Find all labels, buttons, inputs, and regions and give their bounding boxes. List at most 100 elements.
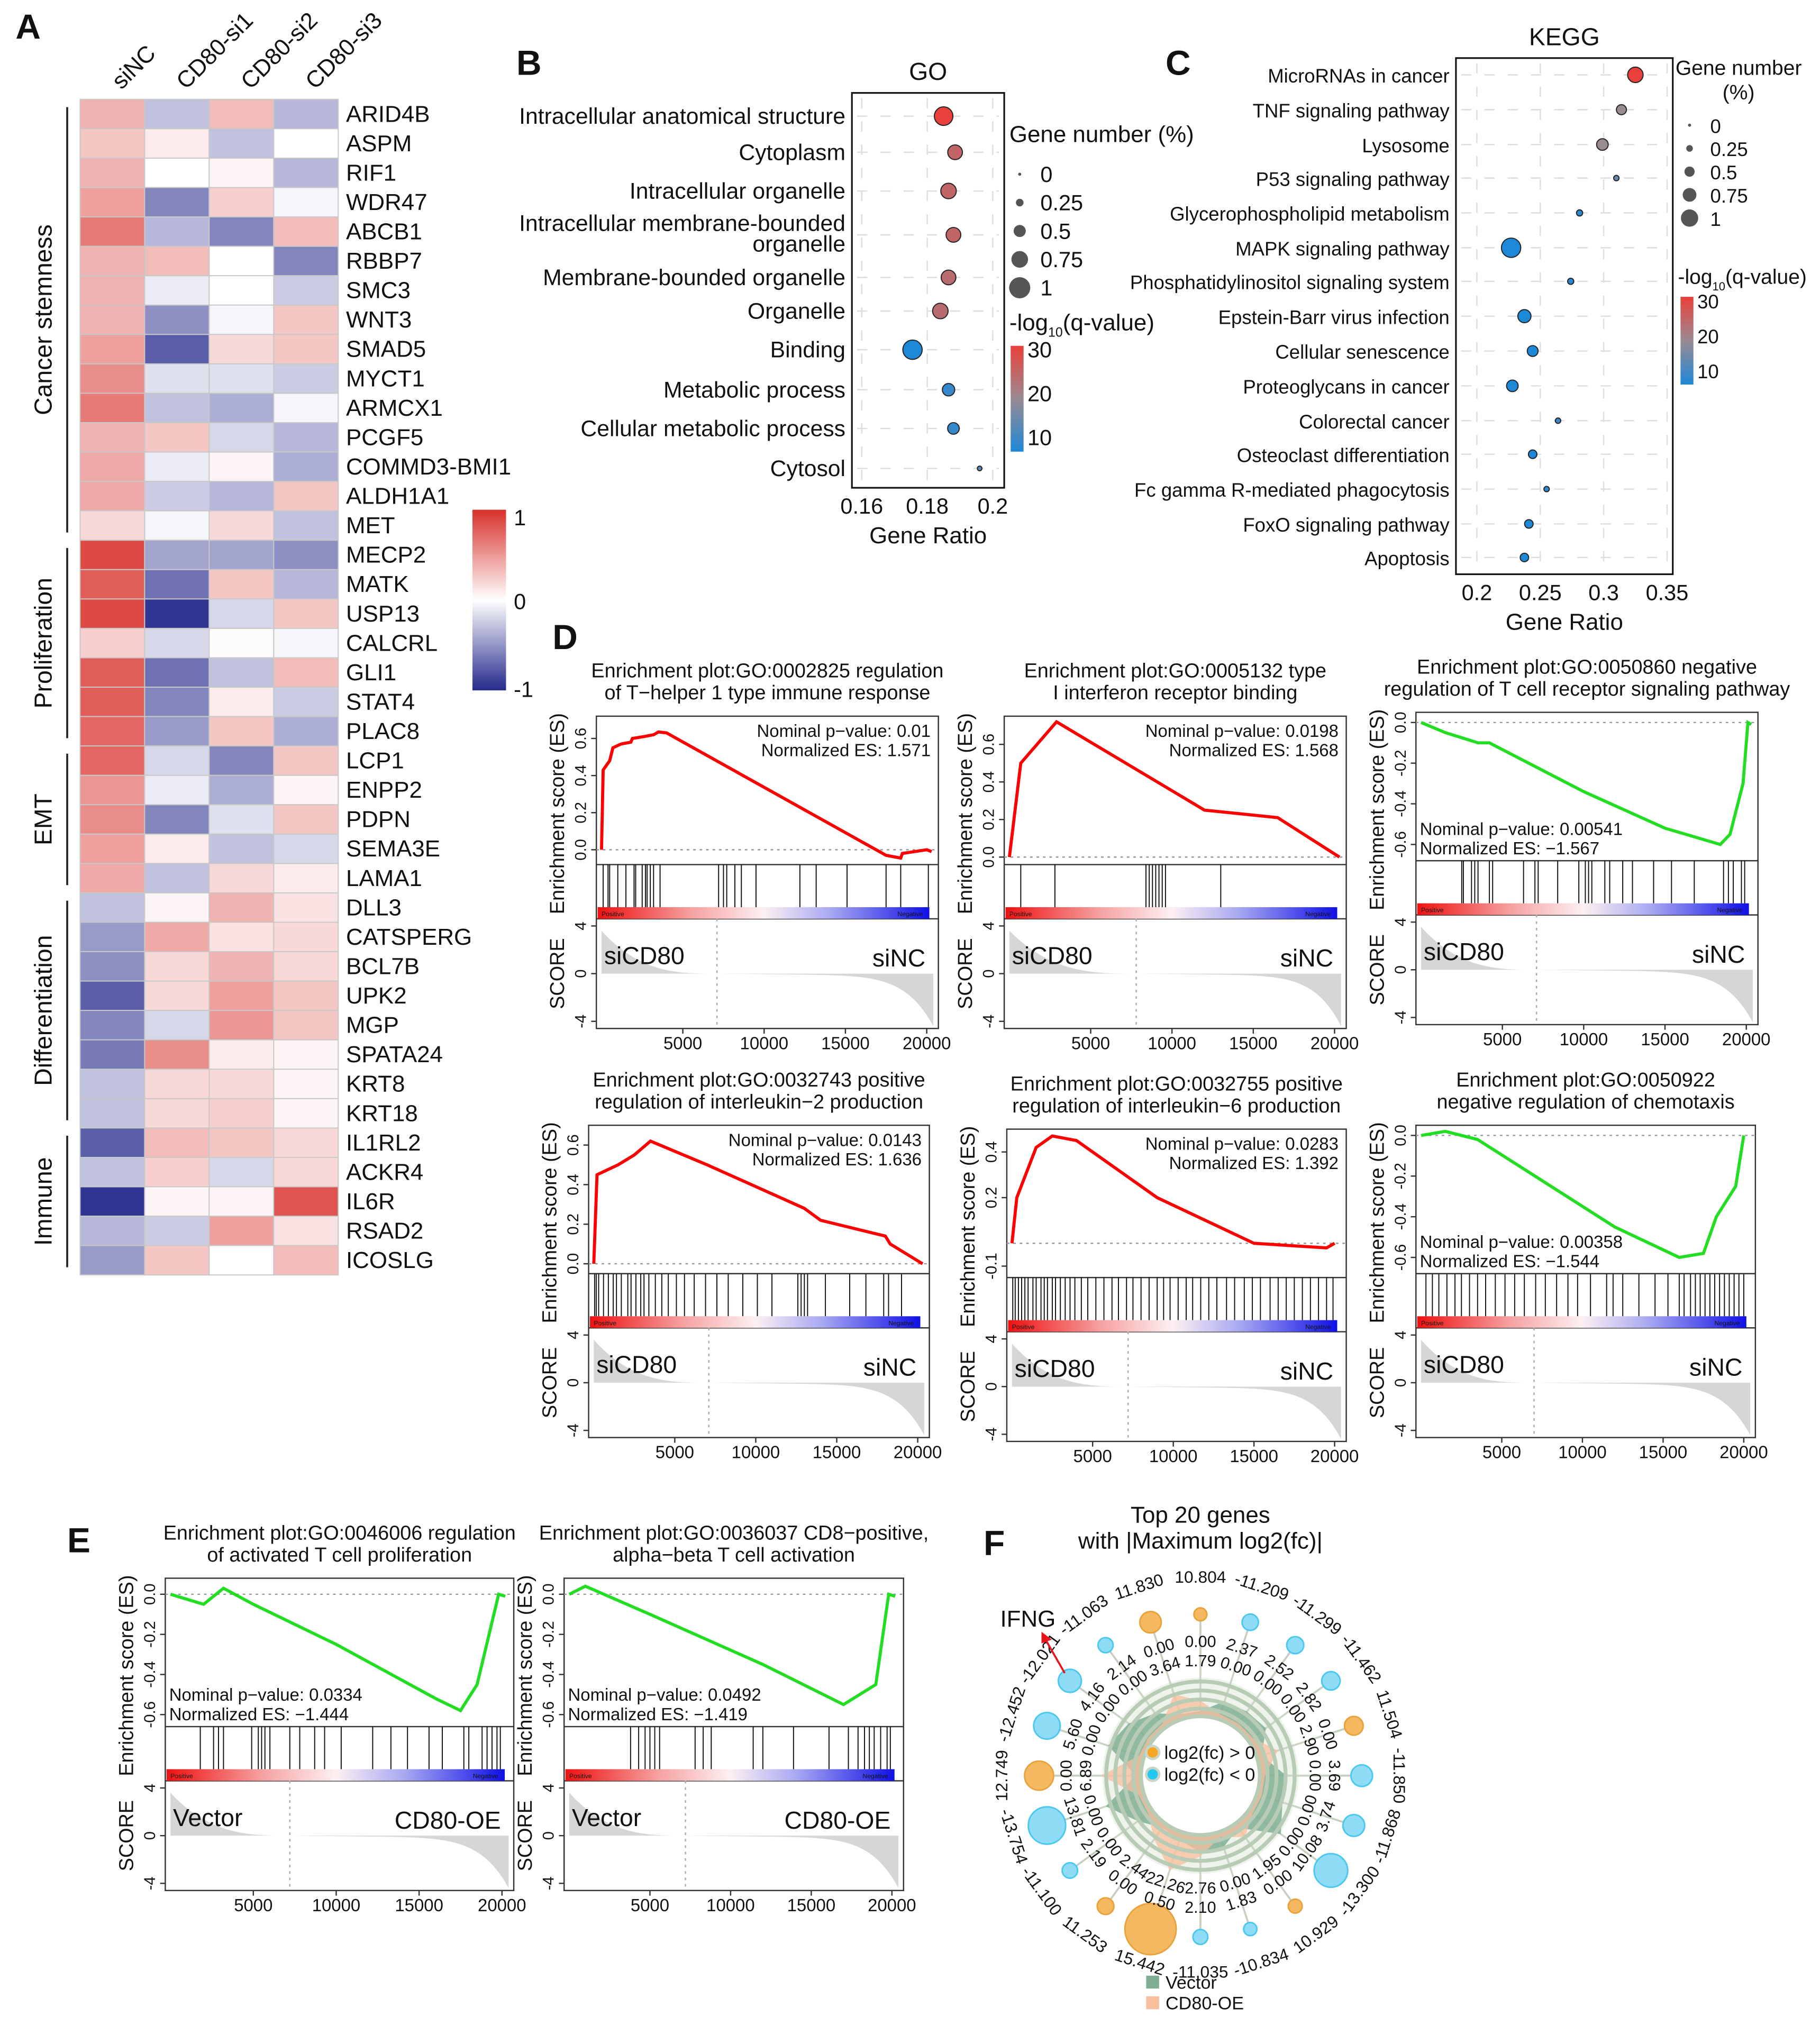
heatmap: siNC CD80-si1CD80-si2CD80-si3ARID4BASPMRI…	[30, 7, 533, 1276]
gene-label: ENPP2	[346, 777, 422, 803]
x-tick-label: 15000	[395, 1895, 443, 1915]
x-tick-label: 20000	[1722, 1029, 1771, 1049]
color-legend-title-part: -log	[1009, 310, 1048, 336]
bar-label-positive: Positive	[1012, 1324, 1035, 1331]
term-label: MAPK signaling pathway	[1235, 238, 1450, 260]
heatmap-cell	[273, 1186, 339, 1217]
group-label: Cancer stemness	[30, 224, 57, 415]
term-dot	[1616, 104, 1627, 115]
term-dot	[1596, 138, 1609, 151]
heatmap-cell	[273, 1069, 339, 1099]
score-axis-label: SCORE	[954, 938, 977, 1009]
x-tick-label: 20000	[1311, 1446, 1359, 1466]
term-dot	[947, 144, 963, 160]
color-legend-title: -log10(q-value)	[1009, 310, 1154, 340]
gene-label: MET	[346, 513, 395, 539]
nes: Normalized ES: 1.636	[752, 1149, 922, 1169]
term-label: Cellular senescence	[1275, 341, 1449, 363]
heatmap-column-label: siNC	[107, 40, 161, 94]
p-value: Nominal p−value: 0.0334	[169, 1685, 362, 1704]
term-dot	[940, 269, 957, 286]
radial-ring	[1131, 1706, 1270, 1845]
heatmap-cell	[79, 422, 145, 453]
score-tick-label: 4	[573, 921, 590, 930]
x-tick-label: 5000	[234, 1895, 272, 1915]
color-legend-bar	[1011, 345, 1024, 452]
term-dot	[1543, 486, 1550, 492]
radial-title: with |Maximum log2(fc)|	[1078, 1528, 1323, 1554]
heatmap-cell	[79, 598, 145, 629]
rank-colorbar	[166, 1769, 505, 1781]
phenotype-left: siCD80	[1424, 1351, 1504, 1379]
heatmap-cell	[208, 393, 275, 423]
heatmap-cell	[273, 128, 339, 159]
nes: Normalized ES: −1.444	[169, 1704, 349, 1724]
enrichment-curve	[568, 1584, 896, 1706]
y-tick-label: -0.2	[541, 1621, 558, 1647]
heatmap-cell	[273, 980, 339, 1011]
p-value: Nominal p−value: 0.0492	[568, 1685, 761, 1704]
color-legend-title-part: (q-value)	[1063, 310, 1154, 336]
term-label: Cytoplasm	[739, 140, 845, 165]
panel-letter-e: E	[67, 1521, 90, 1560]
gsea-plot-d1: Enrichment plot:GO:0002825 regulationof …	[547, 660, 951, 1053]
rank-colorbar	[597, 907, 930, 919]
term-label: Cytosol	[770, 456, 845, 481]
heatmap-cell	[79, 657, 145, 688]
heatmap-cell	[144, 98, 210, 130]
heatmap-cell	[208, 657, 275, 688]
heatmap-cell	[144, 275, 210, 306]
gene-label: GLI1	[346, 660, 396, 686]
y-tick-label: -0.2	[142, 1621, 159, 1647]
y-tick-label: 0.0	[981, 846, 998, 868]
x-tick-label: 20000	[868, 1895, 916, 1915]
x-tick-label: 5000	[663, 1033, 702, 1053]
heatmap-colorbar	[472, 509, 506, 691]
term-dot	[1500, 238, 1522, 258]
gene-bubble	[1342, 1813, 1366, 1837]
heatmap-cell	[79, 393, 145, 423]
score-axis-label: SCORE	[1366, 1347, 1388, 1418]
bar-label-positive: Positive	[1421, 1319, 1444, 1327]
color-legend-label: 10	[1027, 425, 1052, 450]
heatmap-cell	[208, 951, 275, 982]
heatmap-cell	[273, 216, 339, 247]
bar-label-positive: Positive	[602, 910, 624, 918]
size-legend-label: 0.75	[1710, 185, 1748, 207]
gene-label: MGP	[346, 1012, 399, 1038]
x-tick-label: 20000	[1311, 1033, 1359, 1053]
score-axis-label: SCORE	[539, 1347, 561, 1418]
gsea-plot-d4: Enrichment plot:GO:0032743 positiveregul…	[539, 1069, 942, 1462]
term-label: organelle	[752, 232, 845, 257]
enrichment-curve	[1420, 719, 1752, 846]
term-dot	[1506, 379, 1519, 393]
heatmap-cell	[79, 275, 145, 306]
term-label: FoxO signaling pathway	[1243, 514, 1450, 536]
gene-label: PCGF5	[346, 424, 423, 450]
gene-label: CATSPERG	[346, 924, 472, 950]
vector-value: 0.00	[1058, 1760, 1076, 1791]
y-tick-label: -0.4	[1393, 790, 1409, 817]
phenotype-right: siNC	[1280, 944, 1333, 972]
p-value: Nominal p−value: 0.0143	[729, 1130, 922, 1149]
fc-label: -11.462	[1337, 1631, 1385, 1687]
x-axis-label: Gene Ratio	[869, 523, 987, 549]
x-tick-label: 15000	[1229, 1033, 1278, 1053]
term-dot	[1527, 449, 1537, 459]
bar-label-negative: Negative	[1305, 910, 1331, 918]
y-tick-label: 0.2	[573, 802, 590, 824]
gene-label: CALCRL	[346, 630, 438, 656]
size-legend-label: 0.25	[1710, 139, 1748, 160]
gene-bubble	[1124, 1902, 1177, 1956]
score-tick-label: 4	[981, 921, 998, 930]
score-tick-label: -4	[981, 1015, 998, 1028]
heatmap-cell	[208, 598, 275, 629]
gene-label: ALDH1A1	[346, 483, 449, 509]
group-label: EMT	[30, 793, 57, 845]
heatmap-cell	[273, 687, 339, 717]
heatmap-cell	[273, 422, 339, 453]
gsea-plot-e1: Enrichment plot:GO:0046006 regulationof …	[115, 1522, 526, 1915]
heatmap-cell	[208, 863, 275, 893]
heatmap-cell	[79, 187, 145, 218]
